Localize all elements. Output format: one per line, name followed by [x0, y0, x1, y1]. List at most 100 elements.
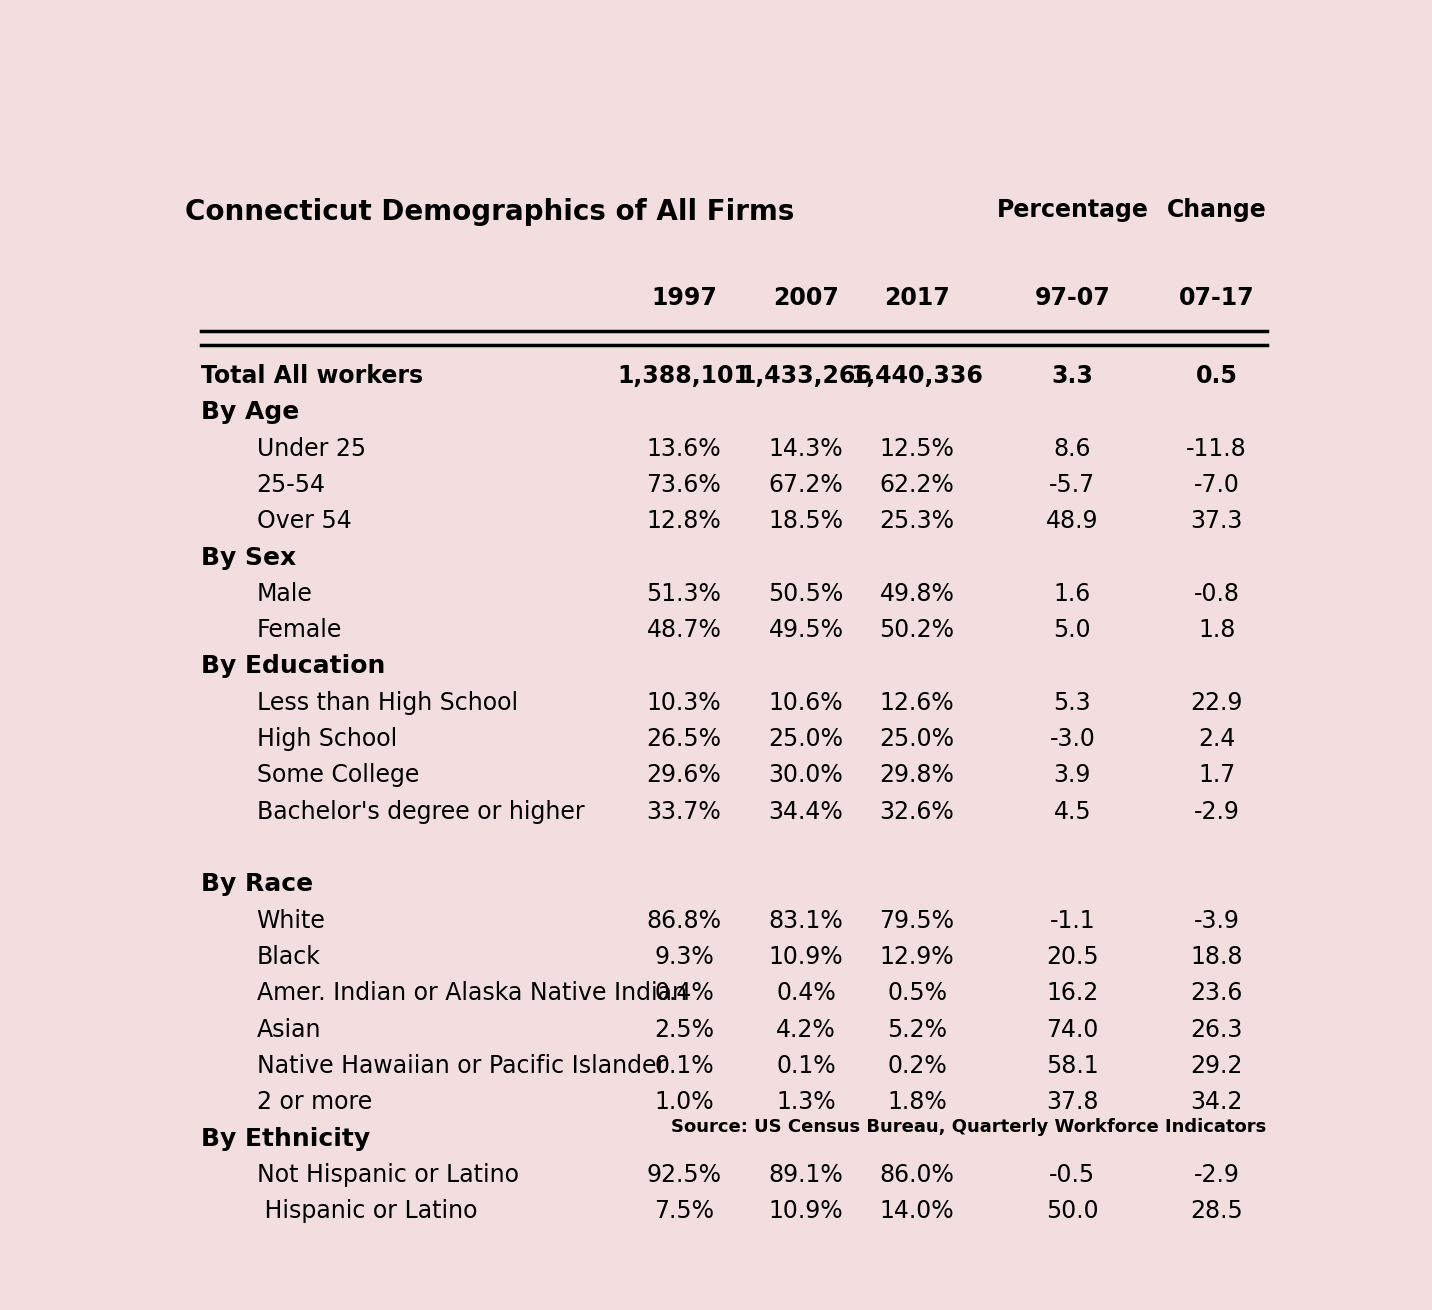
Text: -11.8: -11.8 — [1186, 436, 1247, 461]
Text: 25.0%: 25.0% — [769, 727, 843, 751]
Text: Source: US Census Bureau, Quarterly Workforce Indicators: Source: US Census Bureau, Quarterly Work… — [672, 1117, 1267, 1136]
Text: 18.8: 18.8 — [1190, 945, 1243, 969]
Text: 10.6%: 10.6% — [769, 690, 843, 715]
Text: 3.9: 3.9 — [1054, 764, 1091, 787]
Text: 86.0%: 86.0% — [879, 1163, 955, 1187]
Text: 1.8: 1.8 — [1199, 618, 1236, 642]
Text: 86.8%: 86.8% — [646, 909, 722, 933]
Text: 58.1: 58.1 — [1047, 1055, 1098, 1078]
Text: -2.9: -2.9 — [1194, 799, 1240, 824]
Text: 10.9%: 10.9% — [769, 1199, 843, 1224]
Text: 2.5%: 2.5% — [654, 1018, 715, 1041]
Text: 97-07: 97-07 — [1034, 287, 1110, 310]
Text: Hispanic or Latino: Hispanic or Latino — [256, 1199, 477, 1224]
Text: 28.5: 28.5 — [1190, 1199, 1243, 1224]
Text: Percentage: Percentage — [997, 198, 1148, 221]
Text: 67.2%: 67.2% — [769, 473, 843, 496]
Text: 0.5%: 0.5% — [886, 981, 947, 1005]
Text: 2007: 2007 — [773, 287, 839, 310]
Text: 30.0%: 30.0% — [769, 764, 843, 787]
Text: 12.8%: 12.8% — [647, 510, 722, 533]
Text: By Race: By Race — [200, 872, 314, 896]
Text: 07-17: 07-17 — [1179, 287, 1254, 310]
Text: 1,388,101: 1,388,101 — [617, 364, 750, 388]
Text: 25.0%: 25.0% — [879, 727, 955, 751]
Text: 33.7%: 33.7% — [647, 799, 722, 824]
Text: 22.9: 22.9 — [1190, 690, 1243, 715]
Text: -1.1: -1.1 — [1050, 909, 1095, 933]
Text: Amer. Indian or Alaska Native Indian: Amer. Indian or Alaska Native Indian — [256, 981, 687, 1005]
Text: 2017: 2017 — [884, 287, 949, 310]
Text: 20.5: 20.5 — [1047, 945, 1098, 969]
Text: White: White — [256, 909, 325, 933]
Text: 34.4%: 34.4% — [769, 799, 843, 824]
Text: 8.6: 8.6 — [1054, 436, 1091, 461]
Text: 37.3: 37.3 — [1190, 510, 1243, 533]
Text: 51.3%: 51.3% — [646, 582, 722, 605]
Text: 74.0: 74.0 — [1047, 1018, 1098, 1041]
Text: Asian: Asian — [256, 1018, 321, 1041]
Text: Black: Black — [256, 945, 321, 969]
Text: High School: High School — [256, 727, 397, 751]
Text: 26.5%: 26.5% — [646, 727, 722, 751]
Text: 2 or more: 2 or more — [256, 1090, 372, 1115]
Text: 83.1%: 83.1% — [769, 909, 843, 933]
Text: 92.5%: 92.5% — [646, 1163, 722, 1187]
Text: 1,440,336: 1,440,336 — [851, 364, 984, 388]
Text: 0.4%: 0.4% — [776, 981, 836, 1005]
Text: 49.5%: 49.5% — [769, 618, 843, 642]
Text: 14.3%: 14.3% — [769, 436, 843, 461]
Text: 29.6%: 29.6% — [647, 764, 722, 787]
Text: 1,433,266: 1,433,266 — [739, 364, 872, 388]
Text: -2.9: -2.9 — [1194, 1163, 1240, 1187]
Text: Native Hawaiian or Pacific Islander: Native Hawaiian or Pacific Islander — [256, 1055, 666, 1078]
Text: 37.8: 37.8 — [1047, 1090, 1098, 1115]
Text: Total All workers: Total All workers — [200, 364, 424, 388]
Text: By Education: By Education — [200, 655, 385, 679]
Text: 62.2%: 62.2% — [879, 473, 954, 496]
Text: 48.7%: 48.7% — [646, 618, 722, 642]
Text: -5.7: -5.7 — [1050, 473, 1095, 496]
Text: 32.6%: 32.6% — [879, 799, 954, 824]
Text: 25.3%: 25.3% — [879, 510, 955, 533]
Text: 12.6%: 12.6% — [879, 690, 954, 715]
Text: 4.5: 4.5 — [1054, 799, 1091, 824]
Text: By Sex: By Sex — [200, 545, 296, 570]
Text: 34.2: 34.2 — [1190, 1090, 1243, 1115]
Text: By Ethnicity: By Ethnicity — [200, 1127, 371, 1150]
Text: 2.4: 2.4 — [1199, 727, 1236, 751]
Text: -3.0: -3.0 — [1050, 727, 1095, 751]
Text: 50.5%: 50.5% — [769, 582, 843, 605]
Text: Not Hispanic or Latino: Not Hispanic or Latino — [256, 1163, 518, 1187]
Text: 1.6: 1.6 — [1054, 582, 1091, 605]
Text: 1997: 1997 — [652, 287, 717, 310]
Text: 13.6%: 13.6% — [647, 436, 722, 461]
Text: 7.5%: 7.5% — [654, 1199, 715, 1224]
Text: 25-54: 25-54 — [256, 473, 325, 496]
Text: 12.9%: 12.9% — [879, 945, 954, 969]
Text: 0.4%: 0.4% — [654, 981, 713, 1005]
Text: 4.2%: 4.2% — [776, 1018, 836, 1041]
Text: By Age: By Age — [200, 401, 299, 424]
Text: 26.3: 26.3 — [1190, 1018, 1243, 1041]
Text: -0.8: -0.8 — [1194, 582, 1240, 605]
Text: 9.3%: 9.3% — [654, 945, 713, 969]
Text: 1.8%: 1.8% — [888, 1090, 947, 1115]
Text: 5.0: 5.0 — [1054, 618, 1091, 642]
Text: 23.6: 23.6 — [1190, 981, 1243, 1005]
Text: Change: Change — [1167, 198, 1266, 221]
Text: 14.0%: 14.0% — [879, 1199, 954, 1224]
Text: Over 54: Over 54 — [256, 510, 351, 533]
Text: 29.2: 29.2 — [1190, 1055, 1243, 1078]
Text: 73.6%: 73.6% — [647, 473, 722, 496]
Text: -7.0: -7.0 — [1194, 473, 1240, 496]
Text: 0.1%: 0.1% — [654, 1055, 713, 1078]
Text: 3.3: 3.3 — [1051, 364, 1093, 388]
Text: Some College: Some College — [256, 764, 420, 787]
Text: 18.5%: 18.5% — [769, 510, 843, 533]
Text: -3.9: -3.9 — [1194, 909, 1240, 933]
Text: Less than High School: Less than High School — [256, 690, 518, 715]
Text: 5.2%: 5.2% — [886, 1018, 947, 1041]
Text: 89.1%: 89.1% — [769, 1163, 843, 1187]
Text: Bachelor's degree or higher: Bachelor's degree or higher — [256, 799, 584, 824]
